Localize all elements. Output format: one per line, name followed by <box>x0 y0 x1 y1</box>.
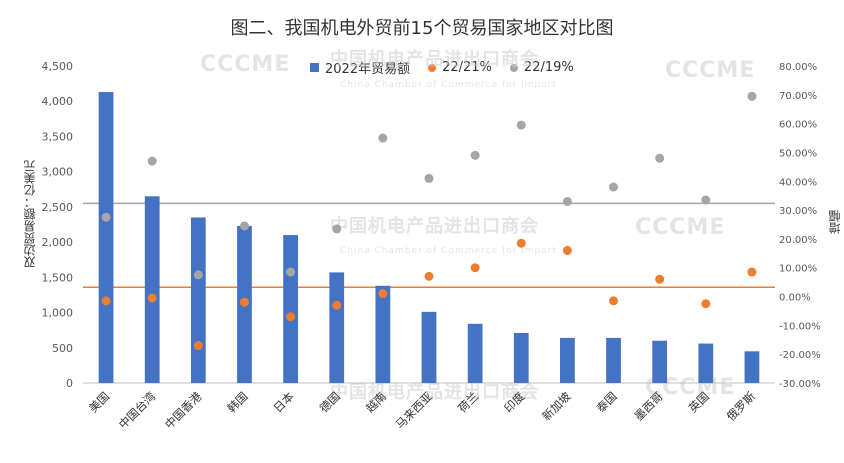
y-tick-left: 2,000 <box>42 236 74 249</box>
point-22-19 <box>147 156 157 166</box>
bar <box>698 343 714 383</box>
legend-label-orange: 22/21% <box>442 60 492 75</box>
y-tick-left: 0 <box>66 377 73 390</box>
point-22-21 <box>424 271 434 281</box>
point-22-21 <box>701 299 711 309</box>
y-tick-right: 20.00% <box>779 235 817 246</box>
point-22-21 <box>286 312 296 322</box>
x-tick-label: 马来西亚 <box>393 389 435 431</box>
point-22-21 <box>332 300 342 310</box>
legend-label-gray: 22/19% <box>523 60 574 75</box>
bar <box>560 337 575 383</box>
y-tick-right: -10.00% <box>779 321 821 332</box>
y-tick-left: 3,000 <box>42 166 74 179</box>
point-22-19 <box>747 91 757 101</box>
y-tick-right: 70.00% <box>779 91 817 102</box>
point-22-19 <box>378 133 388 143</box>
point-22-19 <box>701 195 711 205</box>
x-tick-label: 日本 <box>271 389 298 416</box>
bar <box>375 285 391 383</box>
y-tick-right: 60.00% <box>779 120 817 131</box>
x-tick-label: 中国台湾 <box>116 389 159 432</box>
x-tick-label: 印度 <box>501 389 528 416</box>
legend-item-orange: 22/21% <box>428 60 492 75</box>
legend-item-bar: 2022年贸易额 <box>310 58 410 77</box>
bar <box>652 340 668 383</box>
bar <box>98 92 114 383</box>
bar <box>744 351 760 383</box>
point-22-21 <box>609 296 619 306</box>
bar <box>190 217 206 383</box>
point-22-19 <box>239 221 249 231</box>
y-tick-right: -30.00% <box>779 379 821 390</box>
x-tick-label: 荷兰 <box>455 389 481 415</box>
point-22-21 <box>147 293 157 303</box>
x-tick-label: 英国 <box>686 389 712 415</box>
legend-item-gray: 22/19% <box>509 60 574 75</box>
x-tick-label: 俄罗斯 <box>724 389 759 424</box>
point-22-19 <box>655 153 665 163</box>
point-22-19 <box>101 212 111 222</box>
y-tick-left: 1,500 <box>42 271 74 284</box>
x-tick-label: 墨西哥 <box>631 389 665 423</box>
point-22-21 <box>655 274 665 284</box>
point-22-19 <box>609 182 619 192</box>
point-22-19 <box>516 120 526 130</box>
y-tick-right: 50.00% <box>779 148 817 159</box>
point-22-21 <box>193 341 203 351</box>
y-tick-right: 10.00% <box>779 264 817 275</box>
x-tick-label: 韩国 <box>224 389 250 415</box>
y-tick-right: -20.00% <box>779 350 821 361</box>
bar <box>421 311 437 383</box>
y-tick-right: 40.00% <box>779 177 817 188</box>
x-tick-label: 越南 <box>363 389 389 415</box>
point-22-19 <box>470 150 480 160</box>
y-tick-left: 4,000 <box>42 95 74 108</box>
x-tick-label: 泰国 <box>593 389 619 415</box>
point-22-19 <box>424 173 434 183</box>
bar <box>144 196 160 383</box>
point-22-21 <box>239 297 249 307</box>
point-22-21 <box>516 238 526 248</box>
legend: 2022年贸易额 22/21% 22/19% <box>310 58 574 77</box>
y-tick-right: 30.00% <box>779 206 817 217</box>
point-22-19 <box>286 267 296 277</box>
bar <box>329 272 345 383</box>
point-22-21 <box>378 289 388 299</box>
point-22-19 <box>193 270 203 280</box>
x-tick-label: 美国 <box>86 389 112 415</box>
point-22-19 <box>332 224 342 234</box>
y-tick-right: 80.00% <box>779 62 817 73</box>
y-tick-left: 2,500 <box>42 201 74 214</box>
bar <box>513 332 529 383</box>
point-22-19 <box>562 196 572 206</box>
x-tick-label: 中国香港 <box>162 389 205 432</box>
y-tick-left: 4,500 <box>42 60 74 73</box>
point-22-21 <box>562 245 572 255</box>
point-22-21 <box>101 296 111 306</box>
legend-swatch-gray <box>509 63 518 72</box>
legend-swatch-bar <box>310 63 319 72</box>
legend-swatch-orange <box>428 63 437 72</box>
point-22-21 <box>747 267 757 277</box>
bar <box>283 235 298 383</box>
legend-label-bar: 2022年贸易额 <box>325 62 411 77</box>
y-tick-right: 0.00% <box>779 293 811 304</box>
bar <box>467 323 483 383</box>
y-tick-left: 1,000 <box>42 307 74 320</box>
y-tick-left: 500 <box>52 342 73 355</box>
bar <box>606 337 621 383</box>
chart-title: 图二、我国机电外贸前15个贸易国家地区对比图 <box>230 18 614 39</box>
point-22-21 <box>470 263 480 273</box>
y-tick-left: 3,500 <box>42 130 74 143</box>
x-tick-label: 新加坡 <box>539 389 574 424</box>
x-tick-label: 德国 <box>317 389 343 415</box>
